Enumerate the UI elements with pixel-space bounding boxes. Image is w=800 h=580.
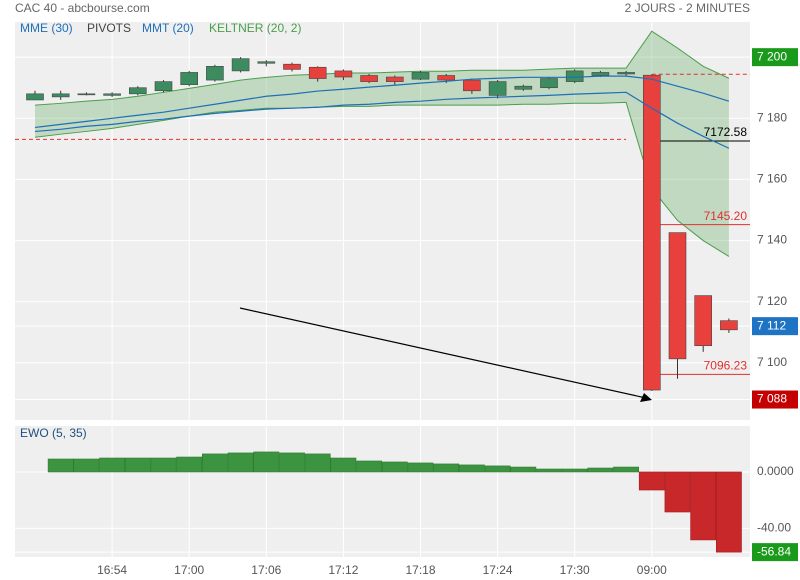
- price-badge: [752, 390, 798, 409]
- ewo-bar: [613, 466, 640, 473]
- y-tick-label: 7 160: [757, 172, 787, 186]
- price-badge-label: 7 112: [757, 318, 786, 332]
- candle-body: [231, 58, 250, 72]
- ewo-bar: [536, 468, 562, 473]
- ewo-bar: [561, 468, 588, 473]
- candle-body: [617, 72, 635, 75]
- ewo-bar: [484, 465, 511, 473]
- overlay-line: [34, 91, 730, 149]
- x-tick-label: 16:54: [97, 563, 127, 577]
- candle-body: [77, 93, 96, 96]
- ewo-bar: [458, 464, 485, 473]
- pivot-label: 7172.58: [704, 125, 748, 139]
- x-tick-label: 17:24: [483, 563, 513, 577]
- ewo-bar: [664, 471, 691, 513]
- legend-entry: MMT (20): [142, 21, 194, 35]
- x-tick-label: 17:00: [174, 563, 204, 577]
- candle-body: [334, 70, 353, 78]
- ewo-bar: [638, 471, 665, 491]
- candle-body: [103, 93, 121, 96]
- plot: 7172.58 7145.20 7096.23: [15, 30, 750, 553]
- price-badge: [752, 543, 798, 562]
- candle-body: [411, 72, 430, 80]
- candle-body: [514, 85, 533, 90]
- legend-entry: MME (30): [20, 21, 73, 35]
- arrow-line: [239, 307, 647, 399]
- price-badge-label: 7 088: [757, 392, 787, 406]
- candle-body: [437, 75, 456, 81]
- candle-body: [180, 72, 198, 85]
- candle-body: [257, 61, 276, 64]
- ewo-bar: [202, 453, 228, 473]
- ewo-bar: [99, 457, 126, 473]
- price-badge-label: -56.84: [757, 544, 791, 558]
- x-tick-label: 09:00: [637, 563, 667, 577]
- candle-body: [642, 74, 661, 391]
- y-tick-label: 7 180: [757, 110, 787, 124]
- y-tick-label: 7 120: [757, 294, 787, 308]
- y-tick-label: 7 140: [757, 233, 787, 247]
- candle-body: [565, 70, 584, 82]
- ewo-bar: [124, 457, 151, 473]
- ewo-bar: [73, 458, 100, 473]
- ewo-bar: [227, 452, 254, 473]
- pivot-label: 7145.20: [704, 209, 748, 223]
- ewo-panel: [15, 426, 750, 557]
- candle-body: [463, 79, 481, 92]
- ewo-bar: [356, 460, 383, 473]
- candle-body: [206, 66, 224, 81]
- candle-body: [694, 295, 713, 347]
- ewo-title: EWO (5, 35): [20, 426, 87, 440]
- ewo-bar: [587, 467, 614, 473]
- x-tick-label: 17:30: [560, 563, 590, 577]
- x-tick-label: 17:06: [251, 563, 281, 577]
- candle-body: [360, 75, 378, 82]
- candle-body: [385, 76, 404, 82]
- ewo-bar: [330, 457, 357, 473]
- candle-body: [668, 232, 687, 360]
- ewo-bar: [381, 461, 408, 473]
- period: 2 JOURS - 2 MINUTES: [625, 1, 750, 15]
- axes: 7 100 7 120 7 140 7 160 7 180 7 200 7 112 7 088…: [97, 48, 798, 577]
- x-tick-label: 17:18: [405, 563, 435, 577]
- candle-body: [591, 72, 610, 76]
- arrow-head: [640, 393, 652, 402]
- ewo-bar: [407, 462, 434, 473]
- price-badge-label: 7 200: [757, 49, 787, 63]
- candle-body: [51, 93, 70, 98]
- x-tick-label: 17:12: [328, 563, 358, 577]
- ewo-bar: [47, 458, 74, 473]
- candle-body: [540, 78, 558, 89]
- candle-body: [26, 93, 44, 101]
- candle-body: [308, 66, 327, 79]
- candle-body: [283, 63, 301, 70]
- candle-body: [129, 87, 147, 95]
- ewo-bar: [690, 471, 717, 541]
- overlay-line: [34, 75, 730, 129]
- ewo-bar: [304, 453, 331, 473]
- y-tick-label: 7 100: [757, 355, 787, 369]
- candle-body: [154, 81, 173, 92]
- ewo-bar: [150, 457, 177, 473]
- ewo-bar: [510, 466, 537, 473]
- legend-entry: KELTNER (20, 2): [209, 21, 301, 35]
- pivot-label: 7096.23: [704, 359, 748, 373]
- ewo-bar: [176, 456, 203, 473]
- y-tick-label: 0.0000: [757, 464, 794, 478]
- ewo-bar: [715, 471, 742, 553]
- candle-body: [488, 81, 507, 96]
- y-tick-label: -40.00: [757, 521, 791, 535]
- keltner-upper: [34, 30, 730, 106]
- legend-entry: PIVOTS: [87, 21, 131, 35]
- price-badge: [752, 317, 798, 336]
- price-badge: [752, 48, 798, 67]
- ewo-bar: [433, 463, 460, 473]
- candle-body: [720, 320, 738, 331]
- ewo-bar: [279, 452, 305, 473]
- ewo-bar: [253, 451, 280, 473]
- chart-title: CAC 40 - abcbourse.com: [15, 1, 150, 15]
- keltner-lower: [34, 101, 730, 257]
